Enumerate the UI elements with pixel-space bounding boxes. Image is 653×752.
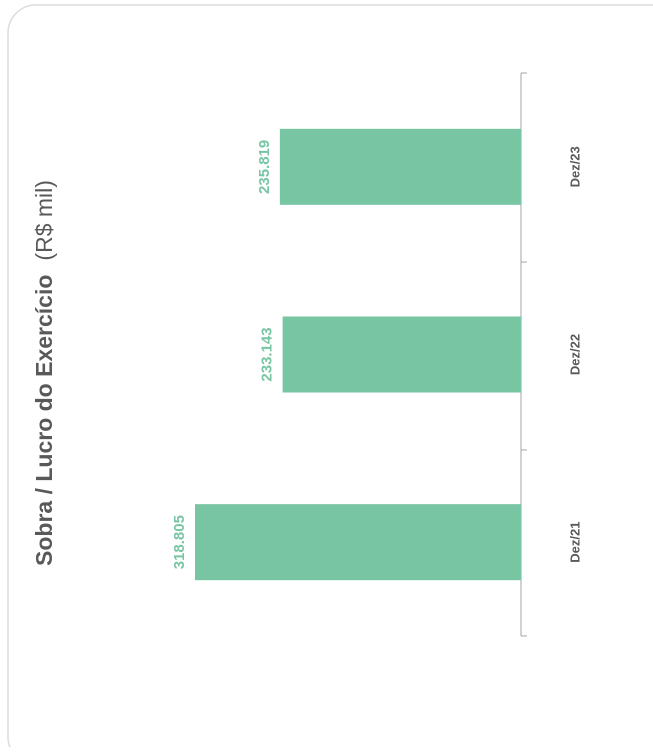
category-label: Dez/21 <box>567 522 582 563</box>
category-label: Dez/23 <box>567 146 582 187</box>
bar <box>282 316 521 393</box>
value-label: 318.805 <box>171 515 188 569</box>
bar <box>279 128 521 205</box>
chart-subtitle: (R$ mil) <box>31 180 57 261</box>
chart-title: Sobra / Lucro do Exercício <box>31 275 57 566</box>
axis-ticks <box>521 72 527 637</box>
bar <box>195 504 521 581</box>
value-label: 233.143 <box>259 327 276 381</box>
value-label: 235.819 <box>256 140 273 194</box>
category-label: Dez/22 <box>567 334 582 375</box>
chart-title-group: Sobra / Lucro do Exercício (R$ mil) <box>31 180 57 566</box>
